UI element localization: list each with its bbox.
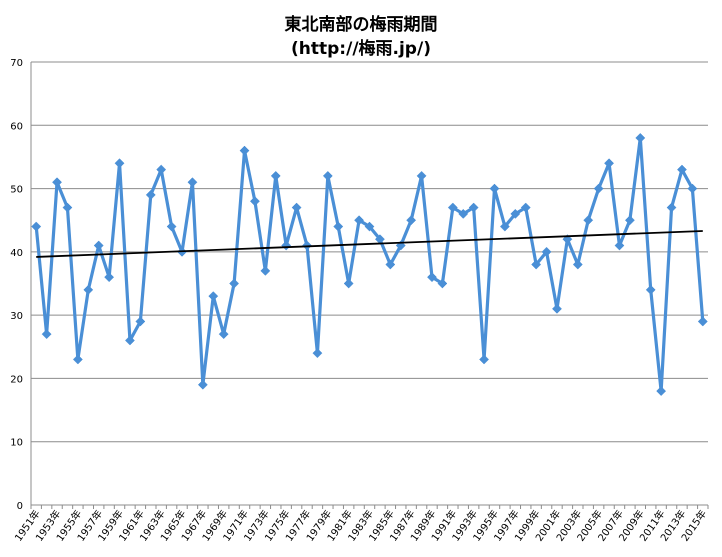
data-point xyxy=(447,202,458,213)
data-point xyxy=(41,329,52,340)
y-tick-label: 40 xyxy=(10,248,23,259)
data-point xyxy=(166,221,177,232)
data-point xyxy=(499,221,510,232)
data-point xyxy=(312,348,323,359)
data-point xyxy=(687,183,698,194)
y-tick-label: 30 xyxy=(10,311,23,322)
data-point xyxy=(416,170,427,181)
data-point xyxy=(333,221,344,232)
data-point xyxy=(427,272,437,283)
data-point xyxy=(510,208,521,219)
y-tick-label: 20 xyxy=(10,374,23,385)
data-point xyxy=(124,335,135,346)
chart-title: 東北南部の梅雨期間 xyxy=(284,15,438,35)
data-point xyxy=(697,316,708,327)
data-point xyxy=(343,278,354,289)
data-point xyxy=(52,177,62,188)
data-point xyxy=(93,240,104,251)
data-point xyxy=(83,284,94,295)
data-point xyxy=(593,183,604,194)
data-point xyxy=(62,202,73,213)
data-point xyxy=(520,202,531,213)
y-tick-label: 0 xyxy=(17,501,23,512)
data-point xyxy=(604,158,615,169)
data-point xyxy=(354,215,365,226)
data-point xyxy=(72,354,83,365)
data-point xyxy=(135,316,146,327)
series-line xyxy=(34,136,705,393)
data-point xyxy=(197,379,208,390)
data-point xyxy=(270,170,281,181)
y-tick-label: 70 xyxy=(10,58,23,69)
data-point xyxy=(479,354,490,365)
data-point xyxy=(208,291,219,302)
data-point xyxy=(385,259,396,270)
data-point xyxy=(322,170,333,181)
data-point xyxy=(552,303,562,314)
data-point xyxy=(635,132,646,143)
data-point xyxy=(677,164,687,175)
data-point xyxy=(31,221,42,232)
data-point xyxy=(531,259,542,270)
data-point xyxy=(645,284,656,295)
chart-subtitle: (http://梅雨.jp/) xyxy=(291,39,431,59)
y-tick-label: 10 xyxy=(10,438,23,449)
data-point xyxy=(406,215,417,226)
data-point xyxy=(541,246,552,257)
data-point xyxy=(624,215,635,226)
data-point xyxy=(229,278,240,289)
data-point xyxy=(468,202,479,213)
data-point xyxy=(614,240,625,251)
trendline xyxy=(36,230,703,258)
data-point xyxy=(437,278,448,289)
data-point xyxy=(458,208,469,219)
data-point xyxy=(364,221,375,232)
data-point xyxy=(239,145,250,156)
data-point xyxy=(218,329,229,340)
data-point xyxy=(145,189,156,200)
data-point xyxy=(583,215,594,226)
y-tick-label: 60 xyxy=(10,121,23,132)
data-point xyxy=(291,202,302,213)
data-point xyxy=(187,177,198,188)
data-point xyxy=(249,196,260,207)
data-point xyxy=(260,265,271,276)
data-point xyxy=(281,240,292,251)
data-point xyxy=(572,259,583,270)
data-point xyxy=(666,202,677,213)
data-point xyxy=(104,272,115,283)
y-tick-label: 50 xyxy=(10,185,23,196)
data-point xyxy=(156,164,167,175)
data-point xyxy=(114,158,125,169)
data-point xyxy=(656,386,667,397)
data-point xyxy=(489,183,500,194)
